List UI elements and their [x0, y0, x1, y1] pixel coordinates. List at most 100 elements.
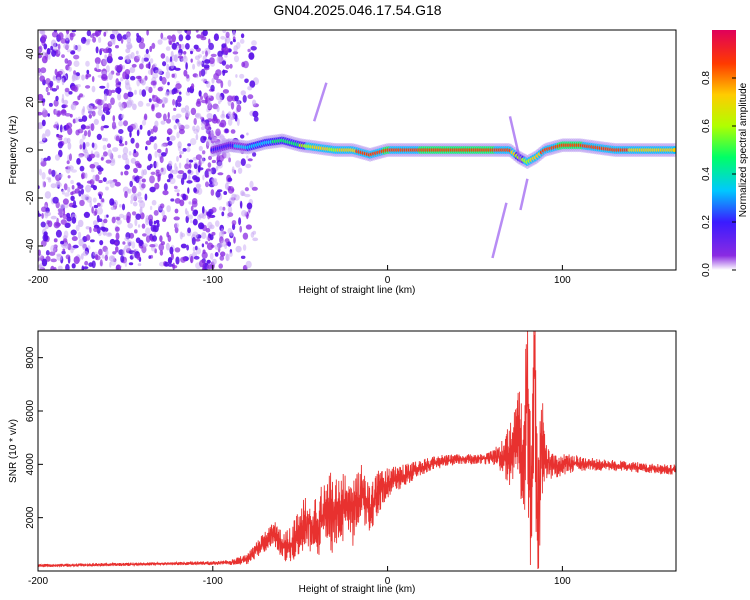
- spectrogram-noise-blob: [144, 75, 148, 81]
- spectrogram-noise-blob: [177, 52, 182, 57]
- snr-background: [38, 331, 676, 571]
- spectrogram-noise-blob: [52, 75, 56, 81]
- spectrogram-noise-blob: [130, 52, 135, 59]
- spectrogram-noise-blob: [74, 188, 80, 194]
- spectrogram-noise-blob: [103, 31, 107, 37]
- spectrogram-noise-blob: [193, 44, 199, 50]
- spectrogram-noise-blob: [216, 78, 222, 84]
- spectrogram-noise-blob: [219, 255, 225, 261]
- spectrogram-noise-blob: [223, 47, 229, 55]
- spectrogram-noise-blob: [201, 251, 208, 259]
- spectrogram-noise-blob: [199, 259, 205, 268]
- spectrogram-noise-blob: [50, 183, 57, 189]
- spectrogram-noise-blob: [111, 121, 117, 130]
- spectrogram-noise-blob: [123, 120, 128, 127]
- spectrogram-noise-blob: [90, 123, 95, 132]
- spectrogram-noise-blob: [76, 158, 81, 165]
- spectrogram-noise-blob: [133, 122, 138, 131]
- spectrogram-noise-blob: [229, 197, 235, 205]
- spectrogram-noise-blob: [149, 45, 153, 53]
- spectrogram-noise-blob: [230, 101, 235, 110]
- spectrogram-noise-blob: [99, 259, 103, 267]
- spectrogram-noise-blob: [102, 58, 108, 66]
- spectrogram-noise-blob: [160, 120, 166, 125]
- spectrogram-noise-blob: [41, 133, 46, 141]
- spectrogram-noise-blob: [191, 83, 195, 89]
- spectrogram-noise-blob: [115, 72, 121, 76]
- snr-xtick-label: -200: [28, 576, 48, 587]
- spectrogram-noise-blob: [146, 30, 149, 36]
- spectrogram-noise-blob: [82, 250, 89, 257]
- spectrogram-noise-blob: [166, 205, 171, 213]
- spectrogram-noise-blob: [38, 249, 41, 256]
- spectrogram-noise-blob: [220, 80, 224, 89]
- spectrogram-noise-blob: [218, 154, 224, 162]
- spectrogram-noise-blob: [178, 128, 185, 135]
- spectrogram-noise-blob: [227, 206, 233, 213]
- spectrogram-noise-blob: [57, 265, 63, 270]
- spectrogram-noise-blob: [203, 64, 210, 69]
- spectrogram-noise-blob: [112, 115, 116, 122]
- spectrogram-noise-blob: [92, 174, 96, 182]
- spectrogram-noise-blob: [124, 58, 132, 64]
- spectrogram-noise-blob: [79, 138, 84, 146]
- spectrogram-noise-blob: [66, 137, 71, 144]
- spectrogram-noise-blob: [228, 118, 233, 126]
- spectrogram-noise-blob: [153, 67, 159, 74]
- spectrogram-noise-blob: [54, 68, 58, 76]
- spectrogram-noise-blob: [153, 103, 159, 108]
- spectrogram-noise-blob: [247, 86, 253, 91]
- spectrogram-noise-blob: [231, 188, 235, 192]
- spectrogram-noise-blob: [200, 121, 206, 127]
- spectrogram-noise-blob: [170, 50, 174, 58]
- spectrogram-noise-blob: [160, 143, 166, 148]
- spectrogram-noise-blob: [149, 205, 153, 211]
- spectrogram-noise-blob: [114, 181, 121, 187]
- spectrogram-noise-blob: [179, 199, 185, 207]
- spectrogram-noise-blob: [115, 45, 119, 49]
- spectrogram-noise-blob: [220, 240, 227, 247]
- spectrogram-noise-blob: [218, 231, 224, 239]
- spectrogram-noise-blob: [85, 60, 90, 67]
- spectrogram-noise-blob: [198, 145, 203, 152]
- spectrogram-noise-blob: [56, 253, 62, 257]
- spectrogram-noise-blob: [61, 109, 67, 114]
- spectrogram-noise-blob: [56, 134, 63, 138]
- spectrogram-noise-blob: [249, 180, 254, 188]
- spectrogram-noise-blob: [101, 73, 108, 81]
- spectrogram-noise-blob: [227, 186, 235, 194]
- spectrogram-noise-blob: [227, 212, 234, 218]
- spectrogram-noise-blob: [220, 228, 224, 236]
- spectrogram-noise-blob: [82, 142, 86, 150]
- spectrogram-noise-blob: [71, 30, 77, 33]
- spectrogram-noise-blob: [192, 73, 198, 78]
- spectrogram-noise-blob: [172, 262, 175, 270]
- spectrogram-noise-blob: [126, 211, 132, 220]
- spectrogram-noise-blob: [190, 50, 193, 55]
- spectrogram-noise-blob: [78, 154, 84, 159]
- spectrogram-noise-blob: [165, 46, 171, 51]
- spectrogram-noise-blob: [237, 167, 243, 174]
- spectrogram-noise-blob: [63, 230, 69, 239]
- spectrogram-noise-blob: [67, 127, 73, 135]
- spectrogram-noise-blob: [42, 180, 45, 188]
- spectrogram-noise-blob: [187, 227, 192, 234]
- spectrogram-noise-blob: [184, 105, 190, 112]
- spectrogram-noise-blob: [126, 240, 133, 247]
- spectrogram-noise-blob: [235, 74, 238, 78]
- spectrogram-noise-blob: [105, 214, 109, 218]
- spectrogram-noise-blob: [151, 199, 157, 206]
- spectrogram-noise-blob: [176, 131, 180, 139]
- spectrogram-noise-blob: [45, 88, 50, 92]
- spectrogram-noise-blob: [108, 40, 115, 45]
- spectrogram-noise-blob: [156, 222, 160, 228]
- spectrogram-noise-blob: [66, 212, 71, 219]
- spectrogram-noise-blob: [175, 83, 182, 90]
- spectrogram-ytick-label: 20: [25, 96, 36, 108]
- spectrogram-noise-blob: [53, 244, 58, 249]
- spectrogram-noise-blob: [251, 40, 257, 46]
- spectrogram-noise-blob: [127, 222, 133, 229]
- spectrogram-xtick-label: -100: [203, 275, 223, 286]
- spectrogram-noise-blob: [118, 56, 124, 60]
